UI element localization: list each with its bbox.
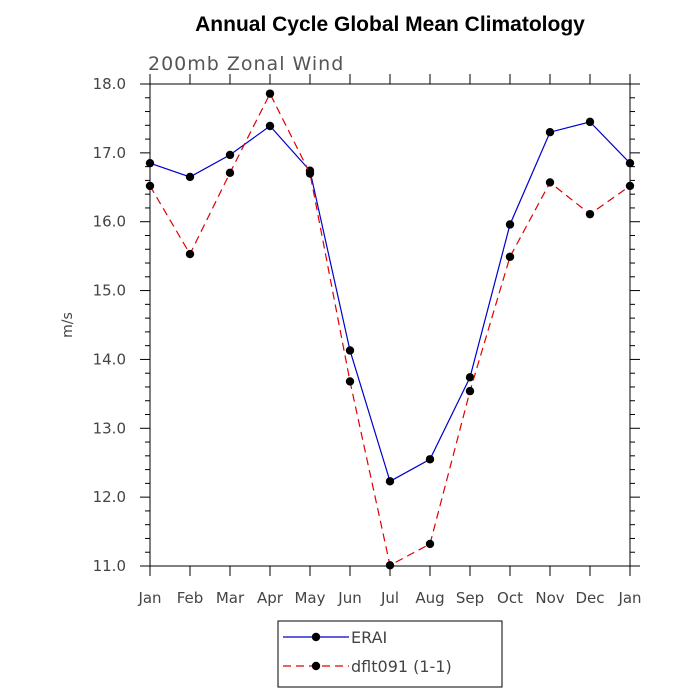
series-1-point <box>625 158 635 168</box>
y-tick-label: 18.0 <box>93 75 126 93</box>
legend-box <box>277 620 503 688</box>
x-tick-label: Mar <box>216 589 245 607</box>
y-tick-label: 12.0 <box>93 488 126 506</box>
series-2-point <box>625 181 635 191</box>
legend: ERAI dflt091 (1-1) <box>277 620 503 688</box>
x-tick-label: Jan <box>617 589 641 607</box>
x-tick-label: May <box>294 589 325 607</box>
y-tick-label: 14.0 <box>93 350 126 368</box>
series-1-point <box>585 117 595 127</box>
plot-border <box>149 83 631 567</box>
x-tick-label: Jan <box>137 589 161 607</box>
series-1-point <box>505 220 515 229</box>
y-tick-label: 16.0 <box>93 213 126 231</box>
series-1-point <box>345 346 355 355</box>
series-1-point <box>465 373 475 382</box>
x-tick-label: Apr <box>257 589 284 607</box>
x-tick-label: Jun <box>337 589 361 607</box>
series-line-1 <box>149 121 631 483</box>
legend-label-1: ERAI <box>351 628 387 647</box>
series-2-point <box>385 561 395 570</box>
plot-frame <box>149 83 631 567</box>
legend-swatch-marker-1 <box>311 632 321 642</box>
x-tick-label: Oct <box>497 589 523 607</box>
series-1-point <box>385 477 395 486</box>
series-2-point <box>545 178 555 187</box>
series-1-point <box>185 172 195 182</box>
y-tick-label: 11.0 <box>93 557 126 575</box>
series-1-point <box>545 128 555 137</box>
x-tick-label: Nov <box>535 589 564 607</box>
series-2-point <box>345 377 355 386</box>
y-tick-label: 13.0 <box>93 419 126 437</box>
series-2-point <box>145 181 155 191</box>
legend-label-2: dflt091 (1-1) <box>351 657 452 676</box>
series-2-point <box>585 209 595 219</box>
y-tick-label: 15.0 <box>93 282 126 300</box>
series-1-point <box>145 158 155 168</box>
series-1-point <box>225 150 235 160</box>
series-1-point <box>265 121 275 131</box>
series-2-point <box>425 539 435 549</box>
axis-ticks <box>140 74 640 576</box>
x-tick-label: Aug <box>415 589 444 607</box>
series-layer <box>145 89 635 570</box>
chart-subtitle: 200mb Zonal Wind <box>148 53 344 75</box>
series-2-point <box>185 249 195 259</box>
series-2-point <box>465 386 475 396</box>
series-2-point <box>305 169 315 178</box>
chart-title: Annual Cycle Global Mean Climatology <box>195 13 585 36</box>
x-tick-label: Jul <box>380 589 399 607</box>
y-tick-label: 17.0 <box>93 144 126 162</box>
x-tick-label: Feb <box>177 589 204 607</box>
y-axis-label: m/s <box>60 312 76 338</box>
x-tick-labels: Jan Feb Mar Apr May Jun Jul Aug Sep Oct Nov Dec Jan <box>137 589 641 607</box>
series-1-point <box>425 455 435 464</box>
legend-swatch-marker-2 <box>311 661 321 671</box>
series-line-2 <box>149 92 631 567</box>
series-2-point <box>225 168 235 178</box>
series-2-point <box>505 252 515 262</box>
series-2-point <box>265 89 275 98</box>
x-tick-label: Sep <box>456 589 484 607</box>
y-tick-labels: 11.0 12.0 13.0 14.0 15.0 16.0 17.0 18.0 <box>93 75 126 575</box>
x-tick-label: Dec <box>575 589 604 607</box>
